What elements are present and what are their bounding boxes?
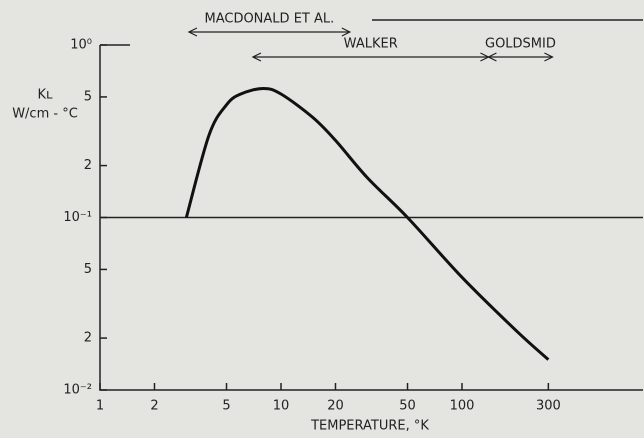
x-tick-label: 20	[327, 399, 344, 414]
y-tick-label: 5	[84, 262, 92, 277]
y-axis-label: Kʟ	[37, 88, 53, 103]
range-label: MACDONALD ET AL.	[204, 12, 334, 27]
y-tick-label: 10⁻¹	[63, 210, 92, 225]
data-line	[184, 86, 550, 361]
arrow-head	[251, 52, 262, 62]
y-tick-label: 10⁻²	[63, 383, 92, 398]
x-tick-label: 1	[96, 399, 104, 414]
range-label: GOLDSMID	[485, 37, 556, 52]
x-tick-label: 50	[399, 399, 416, 414]
x-axis-label: TEMPERATURE, °K	[310, 419, 429, 434]
x-tick-label: 300	[536, 399, 561, 414]
y-tick-label: 2	[84, 158, 92, 173]
x-tick-label: 5	[222, 399, 230, 414]
y-tick-label: 10⁰	[70, 38, 92, 53]
x-tick-label: 10	[273, 399, 290, 414]
x-tick-label: 2	[150, 399, 158, 414]
arrow-head	[487, 52, 497, 62]
y-axis-units: W/cm - °C	[12, 107, 78, 122]
arrow-head	[341, 27, 352, 37]
arrow-head	[187, 27, 198, 37]
arrow-head	[544, 52, 554, 62]
y-tick-label: 5	[84, 89, 92, 104]
x-tick-label: 100	[450, 399, 475, 414]
y-tick-label: 2	[84, 331, 92, 346]
range-label: WALKER	[344, 37, 398, 52]
